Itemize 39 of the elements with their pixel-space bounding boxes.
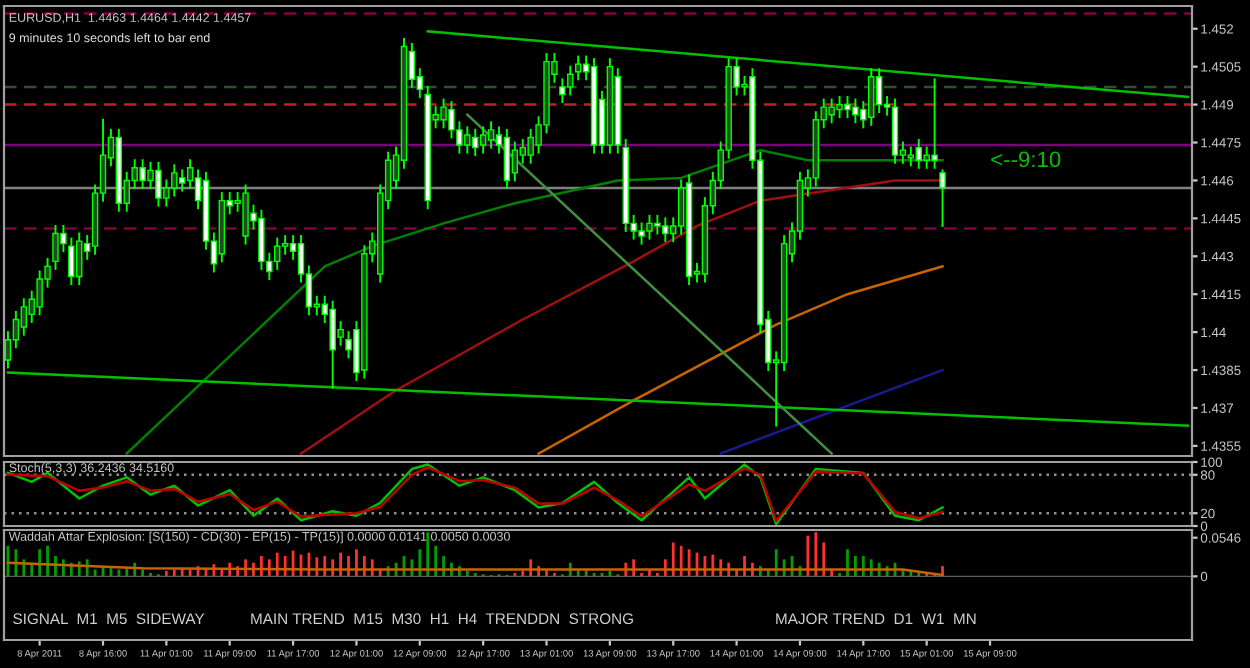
candlestick xyxy=(155,161,162,207)
candlestick xyxy=(139,159,146,189)
candlestick xyxy=(836,96,843,119)
line-series xyxy=(537,265,944,455)
candlestick xyxy=(242,184,249,245)
candlestick xyxy=(20,298,28,336)
candlestick xyxy=(931,78,938,169)
candlestick xyxy=(464,126,471,154)
candlestick xyxy=(329,300,336,389)
candlestick xyxy=(503,128,511,189)
candlestick xyxy=(844,96,851,119)
candlestick xyxy=(479,126,487,154)
candlestick xyxy=(638,222,645,245)
candlestick xyxy=(511,141,519,182)
annotation: <--9:10 xyxy=(991,151,1061,168)
candlestick xyxy=(662,217,669,243)
line-series xyxy=(125,148,944,455)
candlestick xyxy=(923,146,930,169)
candlestick xyxy=(76,232,83,286)
candlestick xyxy=(868,68,875,126)
candlestick xyxy=(440,98,447,129)
candlestick xyxy=(527,128,534,164)
candlestick xyxy=(939,169,946,227)
candlestick xyxy=(646,214,653,240)
candlestick xyxy=(574,55,582,81)
candlestick xyxy=(875,68,883,114)
candlestick xyxy=(36,270,43,316)
line-series xyxy=(6,561,944,577)
candlestick xyxy=(171,164,178,197)
candlestick xyxy=(68,237,75,286)
candlestick xyxy=(654,214,661,235)
candlestick xyxy=(852,98,859,124)
candlestick xyxy=(178,169,186,192)
candlestick xyxy=(487,121,495,149)
candlestick xyxy=(828,98,835,124)
candlestick xyxy=(472,128,479,157)
candlestick xyxy=(281,235,289,255)
candlestick xyxy=(915,139,922,169)
candlestick xyxy=(274,237,281,270)
